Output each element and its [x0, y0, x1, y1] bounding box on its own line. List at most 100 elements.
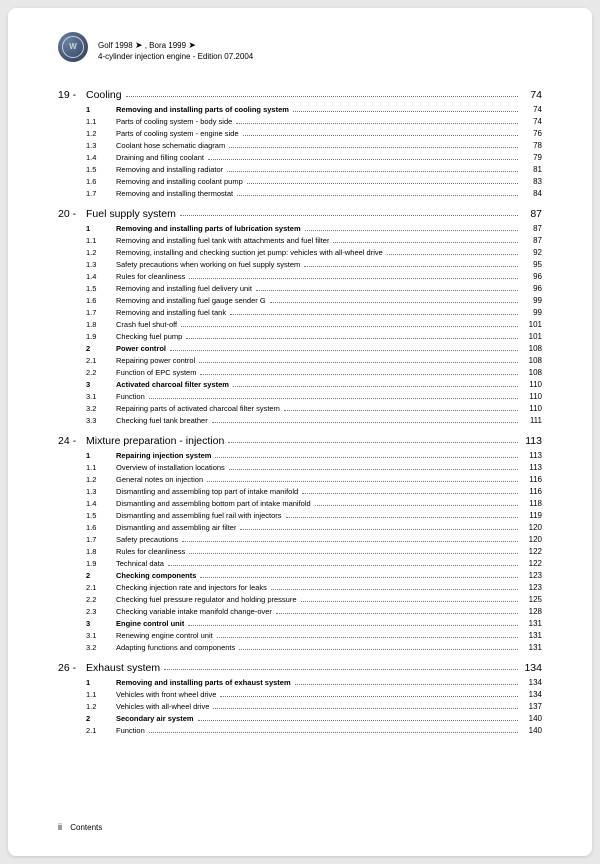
vw-logo-inner: W — [62, 36, 84, 58]
leader-dots — [315, 505, 518, 506]
row-page: 140 — [522, 713, 542, 725]
toc-row: 1Removing and installing parts of exhaus… — [58, 677, 542, 689]
leader-dots — [237, 195, 518, 196]
leader-dots — [170, 350, 518, 351]
toc-row: 1.1Removing and installing fuel tank wit… — [58, 235, 542, 247]
leader-dots — [229, 147, 518, 148]
row-title: Removing and installing fuel tank — [116, 307, 226, 318]
leader-dots — [189, 278, 518, 279]
row-title: Coolant hose schematic diagram — [116, 140, 225, 151]
row-number: 1.1 — [86, 116, 116, 127]
leader-dots — [182, 541, 518, 542]
row-title: Checking fuel tank breather — [116, 415, 208, 426]
row-page: 118 — [522, 498, 542, 510]
row-title: Removing and installing fuel gauge sende… — [116, 295, 266, 306]
row-title: Dismantling and assembling top part of i… — [116, 486, 298, 497]
toc-row: 2.2Function of EPC system108 — [58, 367, 542, 379]
row-title: Dismantling and assembling air filter — [116, 522, 236, 533]
toc-row: 1Removing and installing parts of lubric… — [58, 223, 542, 235]
row-page: 113 — [522, 462, 542, 474]
leader-dots — [189, 553, 518, 554]
section-page: 74 — [522, 89, 542, 101]
row-number: 1.3 — [86, 486, 116, 497]
row-page: 76 — [522, 128, 542, 140]
section-title: Fuel supply system — [86, 208, 176, 220]
leader-dots — [188, 625, 518, 626]
row-number: 2 — [86, 713, 116, 724]
row-number: 1.4 — [86, 498, 116, 509]
section-heading: 20 -Fuel supply system87 — [58, 208, 542, 220]
toc-row: 1.1Vehicles with front wheel drive134 — [58, 689, 542, 701]
row-number: 3.1 — [86, 630, 116, 641]
row-title: Rules for cleanliness — [116, 546, 185, 557]
row-number: 3 — [86, 379, 116, 390]
leader-dots — [239, 649, 518, 650]
leader-dots — [271, 589, 518, 590]
toc-row: 1.5Dismantling and assembling fuel rail … — [58, 510, 542, 522]
row-title: Removing and installing coolant pump — [116, 176, 243, 187]
leader-dots — [198, 720, 518, 721]
header-text: Golf 1998 ➤ , Bora 1999 ➤ 4-cylinder inj… — [98, 38, 253, 63]
row-title: Parts of cooling system - body side — [116, 116, 232, 127]
row-title: Removing and installing radiator — [116, 164, 223, 175]
toc-row: 3.1Renewing engine control unit131 — [58, 630, 542, 642]
toc-row: 2Secondary air system140 — [58, 713, 542, 725]
row-page: 111 — [522, 415, 542, 427]
row-title: Repairing power control — [116, 355, 195, 366]
row-title: Engine control unit — [116, 618, 184, 629]
toc-row: 2.1Repairing power control108 — [58, 355, 542, 367]
row-page: 108 — [522, 367, 542, 379]
page: W Golf 1998 ➤ , Bora 1999 ➤ 4-cylinder i… — [8, 8, 592, 856]
row-title: Rules for cleanliness — [116, 271, 185, 282]
leader-dots — [217, 637, 518, 638]
section-title: Cooling — [86, 89, 122, 101]
toc-row: 1Repairing injection system113 — [58, 450, 542, 462]
toc-row: 1.9Technical data122 — [58, 558, 542, 570]
toc-row: 1.8Rules for cleanliness122 — [58, 546, 542, 558]
toc-row: 1.2General notes on injection116 — [58, 474, 542, 486]
row-page: 96 — [522, 283, 542, 295]
toc-row: 2.2Checking fuel pressure regulator and … — [58, 594, 542, 606]
toc-row: 1.3Coolant hose schematic diagram78 — [58, 140, 542, 152]
leader-dots — [286, 517, 519, 518]
row-page: 83 — [522, 176, 542, 188]
row-page: 110 — [522, 379, 542, 391]
toc-row: 2.3Checking variable intake manifold cha… — [58, 606, 542, 618]
leader-dots — [213, 708, 518, 709]
section-number: 19 - — [58, 89, 86, 101]
row-number: 1.6 — [86, 176, 116, 187]
toc-row: 2Power control108 — [58, 343, 542, 355]
row-page: 101 — [522, 319, 542, 331]
row-number: 2.3 — [86, 606, 116, 617]
toc-row: 1.5Removing and installing radiator81 — [58, 164, 542, 176]
toc-row: 1.5Removing and installing fuel delivery… — [58, 283, 542, 295]
leader-dots — [207, 481, 518, 482]
row-number: 1.8 — [86, 546, 116, 557]
section-title: Mixture preparation - injection — [86, 435, 224, 447]
leader-dots — [199, 362, 518, 363]
row-title: Removing and installing parts of exhaust… — [116, 677, 291, 688]
row-title: Removing and installing thermostat — [116, 188, 233, 199]
row-page: 128 — [522, 606, 542, 618]
leader-dots — [284, 410, 518, 411]
leader-dots — [243, 135, 518, 136]
row-number: 1 — [86, 677, 116, 688]
row-title: Function — [116, 391, 145, 402]
row-title: Removing and installing fuel tank with a… — [116, 235, 329, 246]
row-number: 2.1 — [86, 582, 116, 593]
row-title: Repairing injection system — [116, 450, 211, 461]
row-title: Removing and installing parts of lubrica… — [116, 223, 301, 234]
row-number: 1.3 — [86, 140, 116, 151]
row-page: 116 — [522, 486, 542, 498]
row-number: 1.7 — [86, 307, 116, 318]
table-of-contents: 19 -Cooling741Removing and installing pa… — [58, 89, 542, 737]
row-number: 1.7 — [86, 188, 116, 199]
leader-dots — [227, 171, 518, 172]
leader-dots — [236, 123, 518, 124]
leader-dots — [212, 422, 518, 423]
row-page: 108 — [522, 343, 542, 355]
toc-row: 3.1Function110 — [58, 391, 542, 403]
row-title: Checking injection rate and injectors fo… — [116, 582, 267, 593]
toc-row: 1.2Removing, installing and checking suc… — [58, 247, 542, 259]
row-number: 1.9 — [86, 558, 116, 569]
